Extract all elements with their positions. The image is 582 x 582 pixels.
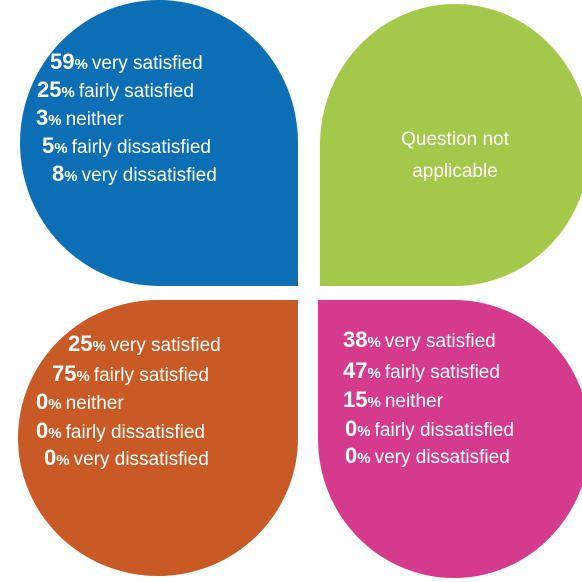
percent-value: 47 (343, 358, 368, 383)
response-label: very dissatisfied (374, 447, 510, 468)
result-line: 0% very dissatisfied (345, 444, 510, 471)
percent-unit: % (367, 334, 381, 351)
percent-unit: % (74, 56, 88, 73)
response-label: very satisfied (384, 331, 496, 352)
percent-value: 25 (37, 77, 62, 102)
response-label: fairly satisfied (78, 81, 194, 102)
response-label: fairly dissatisfied (374, 420, 514, 441)
result-line: 0% fairly dissatisfied (345, 417, 514, 444)
response-label: fairly dissatisfied (65, 422, 205, 443)
response-label: very dissatisfied (81, 165, 217, 186)
petal-pink: 38% very satisfied 47% fairly satisfied 15% n… (318, 300, 582, 578)
percent-unit: % (64, 168, 78, 185)
result-line: 5% fairly dissatisfied (42, 134, 211, 161)
percent-value: 0 (36, 418, 49, 443)
percent-value: 59 (50, 49, 75, 74)
percent-value: 0 (345, 443, 358, 468)
percent-unit: % (76, 368, 90, 385)
percent-value: 75 (52, 361, 77, 386)
percent-unit: % (48, 112, 62, 129)
percent-value: 25 (68, 331, 93, 356)
result-line: 0% neither (36, 390, 124, 417)
percent-unit: % (56, 452, 70, 469)
percent-value: 0 (345, 416, 358, 441)
percent-unit: % (357, 450, 371, 467)
percent-unit: % (48, 396, 62, 413)
response-label: fairly satisfied (93, 365, 209, 386)
panel-text: applicable (412, 161, 498, 182)
percent-value: 0 (36, 389, 49, 414)
percent-value: 8 (52, 161, 65, 186)
result-line: 25% very satisfied (68, 332, 221, 359)
response-label: neither (384, 391, 443, 412)
percent-unit: % (367, 394, 381, 411)
result-line: 0% very dissatisfied (44, 446, 209, 473)
petal-orange: 25% very satisfied 75% fairly satisfied 0% ne… (18, 300, 298, 576)
result-line: 25% fairly satisfied (37, 78, 194, 105)
response-label: fairly satisfied (384, 362, 500, 383)
percent-unit: % (48, 425, 62, 442)
result-line: 59% very satisfied (50, 50, 203, 77)
result-line: 8% very dissatisfied (52, 162, 217, 189)
percent-unit: % (367, 365, 381, 382)
result-line: 15% neither (343, 388, 443, 415)
response-label: very satisfied (91, 53, 203, 74)
response-label: fairly dissatisfied (71, 137, 211, 158)
result-line: 3% neither (36, 106, 124, 133)
percent-unit: % (92, 338, 106, 355)
percent-unit: % (357, 423, 371, 440)
percent-value: 38 (343, 327, 368, 352)
petal-green: Question not applicable (320, 4, 582, 286)
response-label: very satisfied (109, 335, 221, 356)
percent-value: 5 (42, 133, 55, 158)
response-label: very dissatisfied (73, 449, 209, 470)
result-line: 38% very satisfied (343, 328, 496, 355)
percent-value: 3 (36, 105, 49, 130)
result-line: 47% fairly satisfied (343, 359, 500, 386)
response-label: neither (65, 109, 124, 130)
percent-value: 0 (44, 445, 57, 470)
response-label: neither (65, 393, 124, 414)
panel-text: Question not (401, 129, 509, 150)
percent-unit: % (61, 84, 75, 101)
percent-value: 15 (343, 387, 368, 412)
petal-blue: 59% very satisfied 25% fairly satisfied 3% ne… (20, 0, 298, 286)
result-line: 0% fairly dissatisfied (36, 419, 205, 446)
percent-unit: % (54, 140, 68, 157)
result-line: 75% fairly satisfied (52, 362, 209, 389)
